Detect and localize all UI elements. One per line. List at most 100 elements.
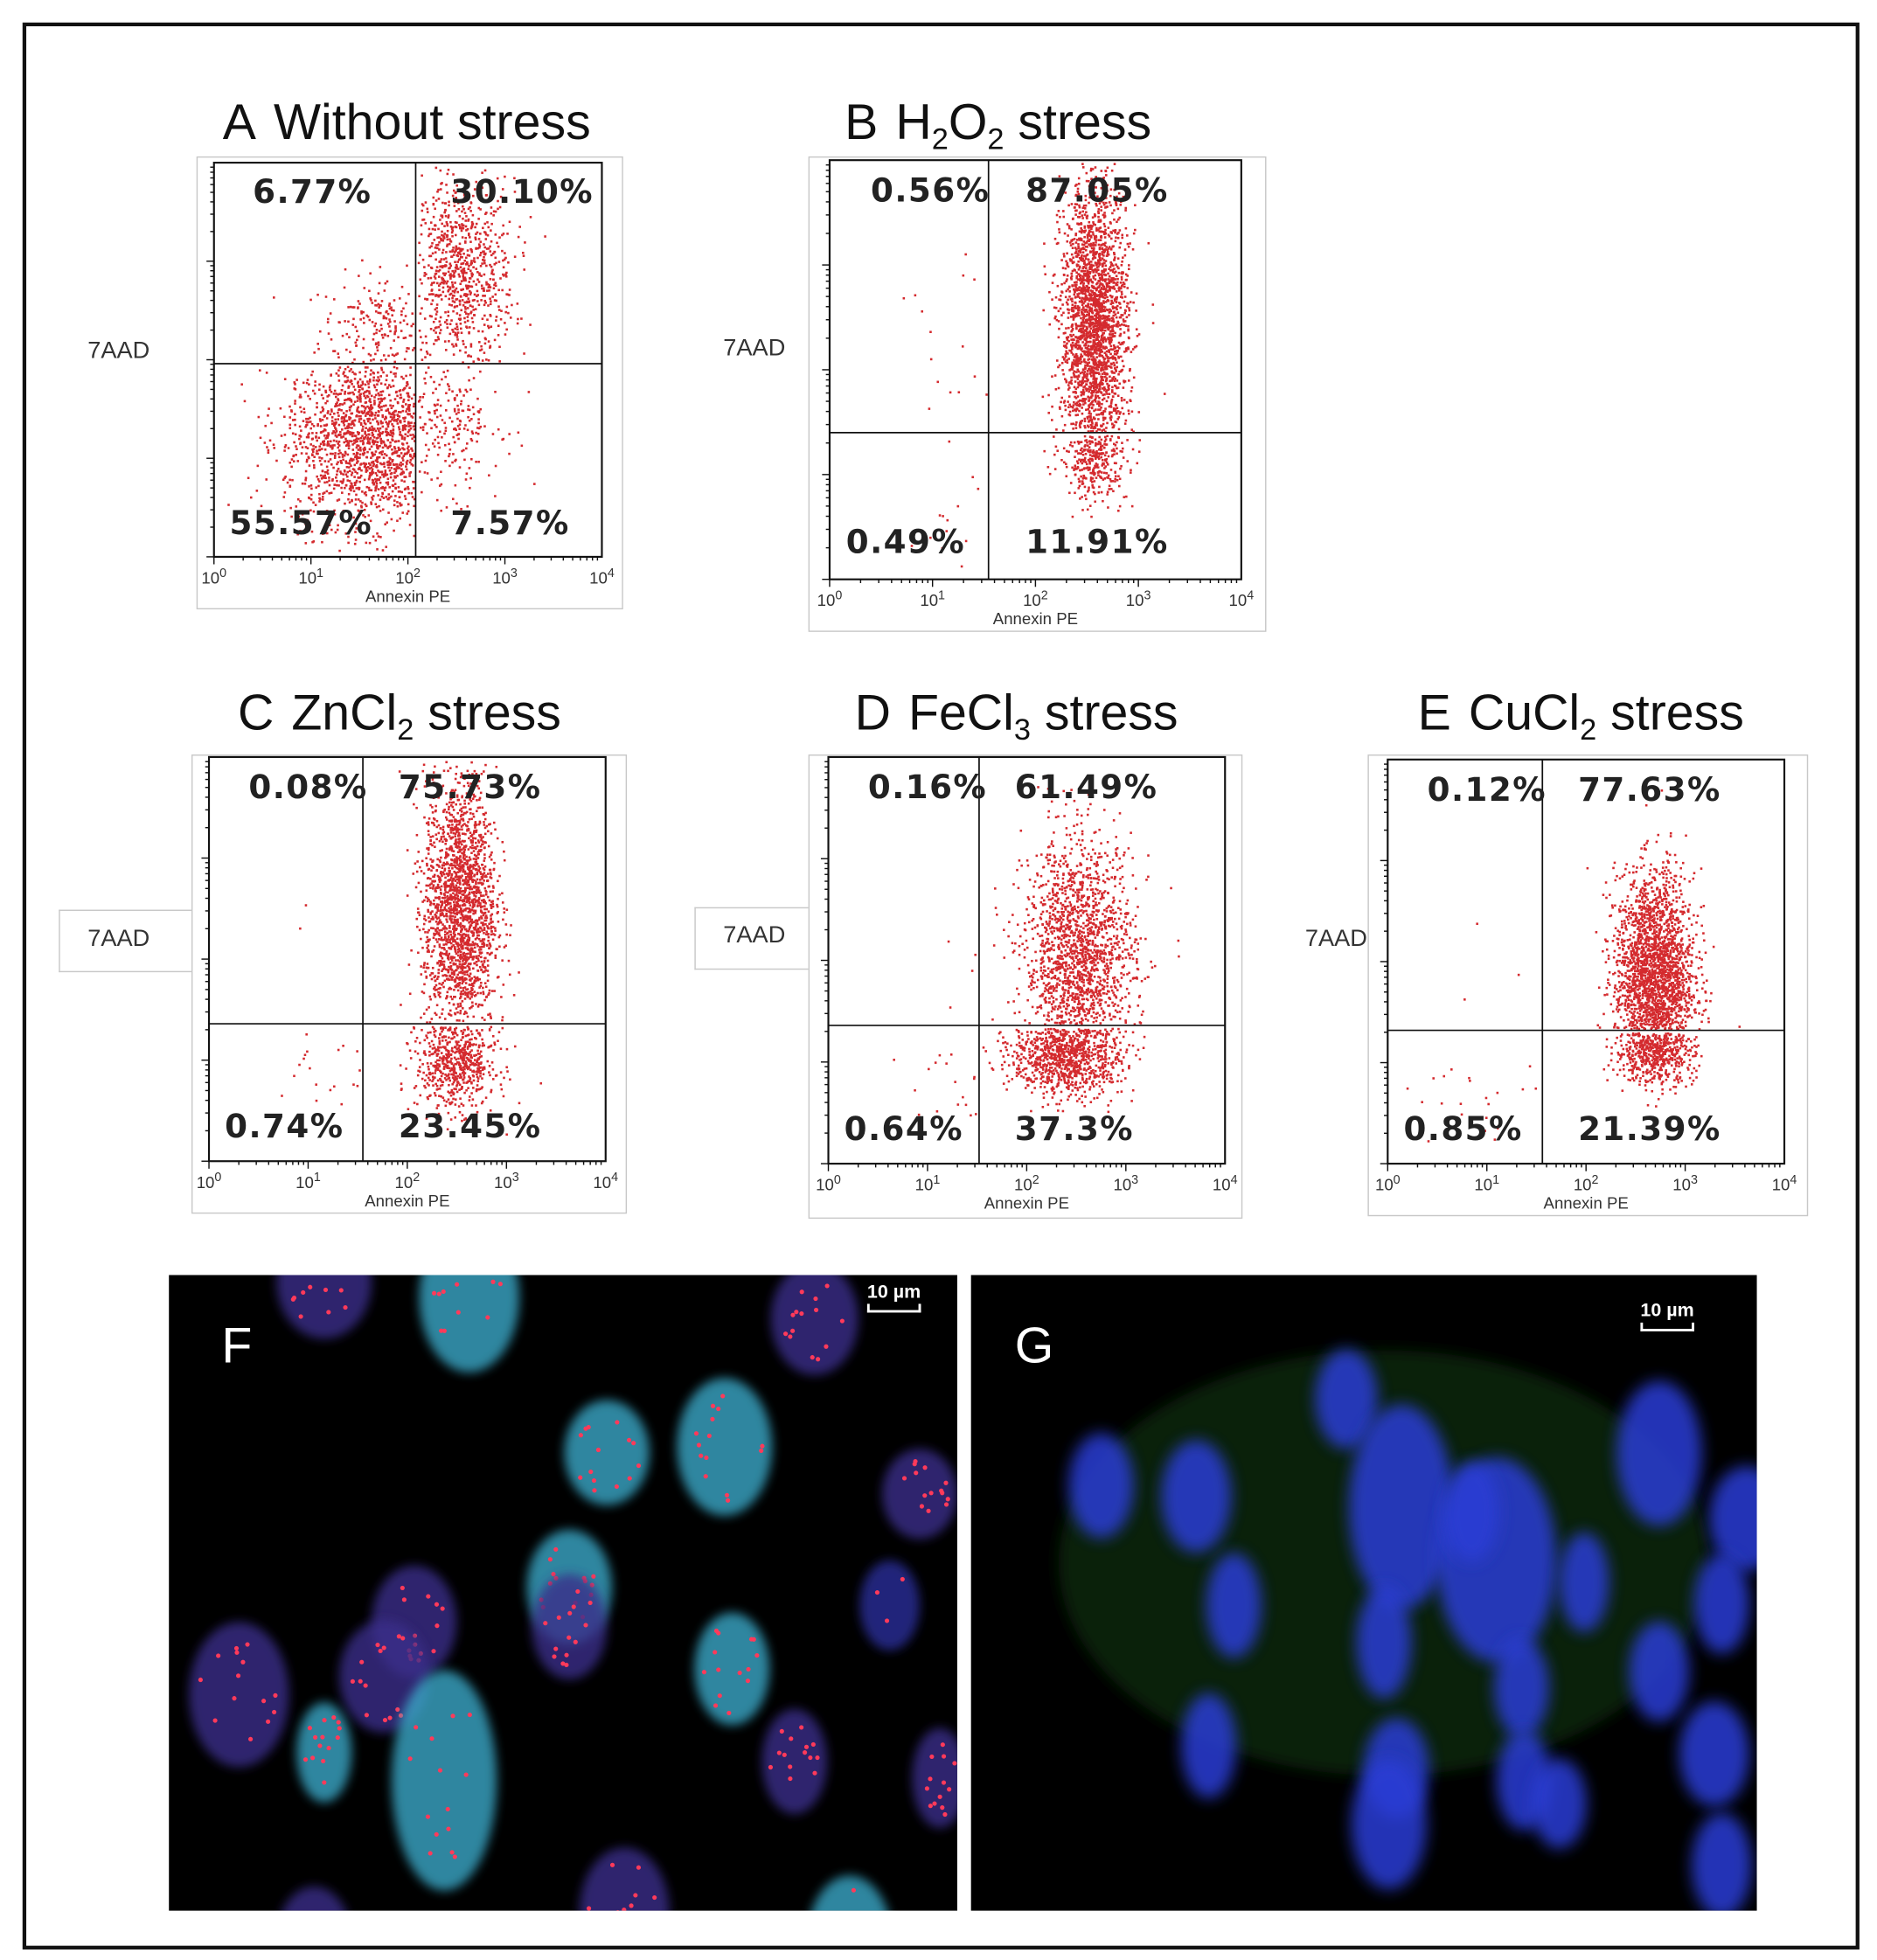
event-dot (346, 479, 350, 482)
event-dot (280, 434, 283, 437)
event-dot (1109, 330, 1112, 333)
event-dot (1115, 282, 1118, 285)
event-dot (397, 336, 400, 339)
event-dot (379, 323, 383, 327)
event-dot (1073, 206, 1076, 209)
event-dot (466, 262, 469, 266)
event-dot (1101, 251, 1104, 254)
event-dot (391, 490, 394, 493)
event-dot (356, 455, 359, 458)
event-dot (1095, 266, 1099, 269)
event-dot (350, 464, 352, 468)
event-dot (342, 435, 345, 438)
event-dot (290, 458, 294, 461)
event-dot (369, 354, 372, 357)
event-dot (1081, 380, 1083, 383)
event-dot (1077, 295, 1080, 298)
event-dot (403, 358, 407, 361)
event-dot (382, 440, 385, 443)
event-dot (490, 325, 493, 329)
event-dot (433, 343, 435, 345)
event-dot (1102, 314, 1105, 317)
event-dot (414, 434, 416, 438)
event-dot (384, 358, 387, 361)
event-dot (358, 386, 362, 389)
event-dot (1114, 377, 1117, 380)
event-dot (380, 432, 384, 435)
event-dot (1097, 311, 1100, 314)
event-dot (455, 393, 458, 397)
event-dot (1095, 402, 1099, 406)
event-dot (1114, 384, 1116, 387)
event-dot (1091, 244, 1095, 247)
event-dot (413, 453, 416, 456)
event-dot (1112, 407, 1116, 410)
event-dot (337, 414, 340, 417)
event-dot (455, 226, 458, 229)
event-dot (1089, 430, 1093, 433)
event-dot (513, 255, 517, 258)
event-dot (1067, 381, 1071, 384)
event-dot (1112, 285, 1116, 288)
event-dot (1121, 293, 1123, 295)
event-dot (364, 430, 366, 434)
event-dot (1119, 343, 1123, 346)
event-dot (463, 259, 467, 262)
event-dot (316, 478, 320, 481)
event-dot (364, 391, 366, 393)
event-dot (1102, 324, 1104, 328)
event-dot (455, 344, 458, 347)
event-dot (1101, 387, 1104, 390)
event-dot (1072, 372, 1075, 375)
event-dot (1121, 314, 1124, 316)
event-dot (472, 327, 476, 330)
event-dot (348, 418, 351, 421)
event-dot (374, 480, 378, 483)
event-dot (482, 295, 484, 297)
event-dot (1102, 345, 1105, 348)
event-dot (435, 415, 439, 419)
event-dot (1052, 275, 1055, 277)
event-dot (1109, 231, 1112, 233)
event-dot (410, 334, 413, 337)
event-dot (279, 407, 282, 410)
event-dot (406, 452, 408, 455)
event-dot (1092, 381, 1095, 385)
event-dot (1088, 265, 1092, 268)
event-dot (423, 317, 427, 320)
event-dot (456, 268, 460, 270)
event-dot (474, 308, 477, 310)
event-dot (929, 536, 932, 539)
event-dot (479, 407, 483, 411)
event-dot (1069, 368, 1073, 371)
event-dot (377, 344, 380, 346)
event-dot (403, 424, 407, 427)
event-dot (1088, 240, 1090, 242)
event-dot (307, 434, 309, 436)
event-dot (1106, 299, 1109, 302)
tick-base: 10 (395, 568, 414, 587)
event-dot (1089, 365, 1092, 368)
event-dot (494, 233, 497, 236)
event-dot (314, 384, 316, 387)
event-dot (1095, 347, 1097, 351)
event-dot (393, 309, 395, 312)
event-dot (1128, 264, 1130, 267)
event-dot (1077, 253, 1080, 256)
event-dot (418, 470, 421, 473)
event-dot (407, 503, 410, 506)
event-dot (1076, 313, 1079, 316)
event-dot (1085, 289, 1088, 293)
event-dot (1115, 202, 1117, 205)
event-dot (470, 226, 474, 228)
event-dot (1108, 341, 1111, 344)
event-dot (499, 317, 503, 321)
event-dot (1088, 314, 1090, 317)
event-dot (1076, 386, 1080, 389)
event-dot (467, 219, 469, 222)
event-dot (335, 440, 338, 443)
event-dot (1109, 406, 1113, 408)
event-dot (317, 484, 320, 488)
event-dot (335, 403, 338, 407)
event-dot (334, 418, 337, 421)
